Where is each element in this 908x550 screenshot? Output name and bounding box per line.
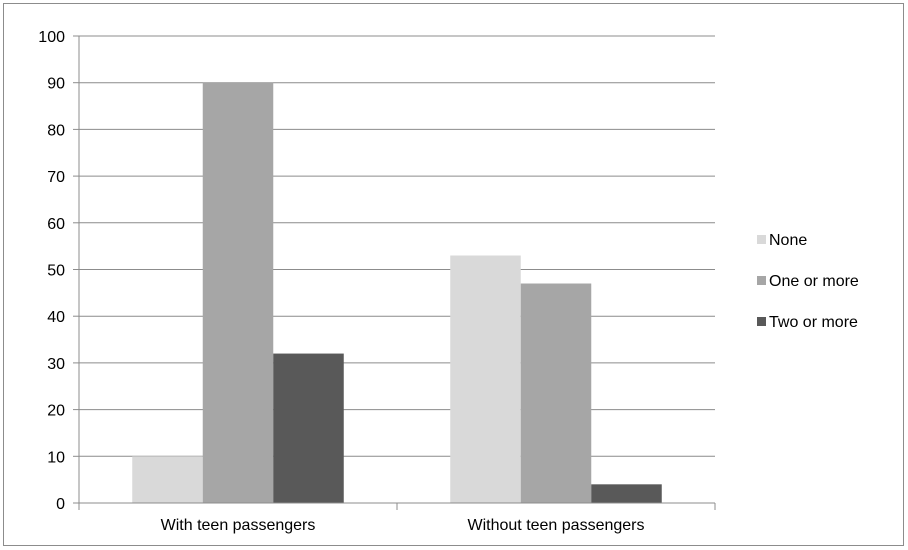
bar-one-or-more [202,82,274,503]
y-tick-label: 90 [47,76,65,93]
y-tick-label: 0 [56,496,65,513]
bar-two-or-more [273,353,344,503]
bar-none [450,255,521,503]
legend: None One or more Two or more [757,232,859,331]
bars [132,82,662,503]
legend-label: One or more [769,273,859,290]
legend-label: None [769,232,807,249]
y-tick-label: 40 [47,309,65,326]
y-tick-label: 100 [38,29,65,46]
gridlines [79,35,715,457]
y-tick-labels: 0 10 20 30 40 50 60 70 80 90 100 [38,29,65,513]
bar-two-or-more [591,484,662,503]
bar-one-or-more [520,283,592,503]
x-tick-label: Without teen passengers [468,517,645,534]
legend-swatch [757,276,766,285]
y-tick-label: 80 [47,122,65,139]
y-tick-label: 10 [47,449,65,466]
y-tick-label: 20 [47,403,65,420]
bar-none [132,456,203,503]
y-tick-label: 30 [47,356,65,373]
axes [73,35,716,510]
y-tick-label: 60 [47,216,65,233]
y-tick-label: 50 [47,263,65,280]
y-tick-label: 70 [47,169,65,186]
legend-label: Two or more [769,314,858,331]
legend-swatch [757,235,766,244]
x-tick-labels: With teen passengers Without teen passeng… [161,517,645,534]
legend-swatch [757,317,766,326]
x-tick-label: With teen passengers [161,517,316,534]
